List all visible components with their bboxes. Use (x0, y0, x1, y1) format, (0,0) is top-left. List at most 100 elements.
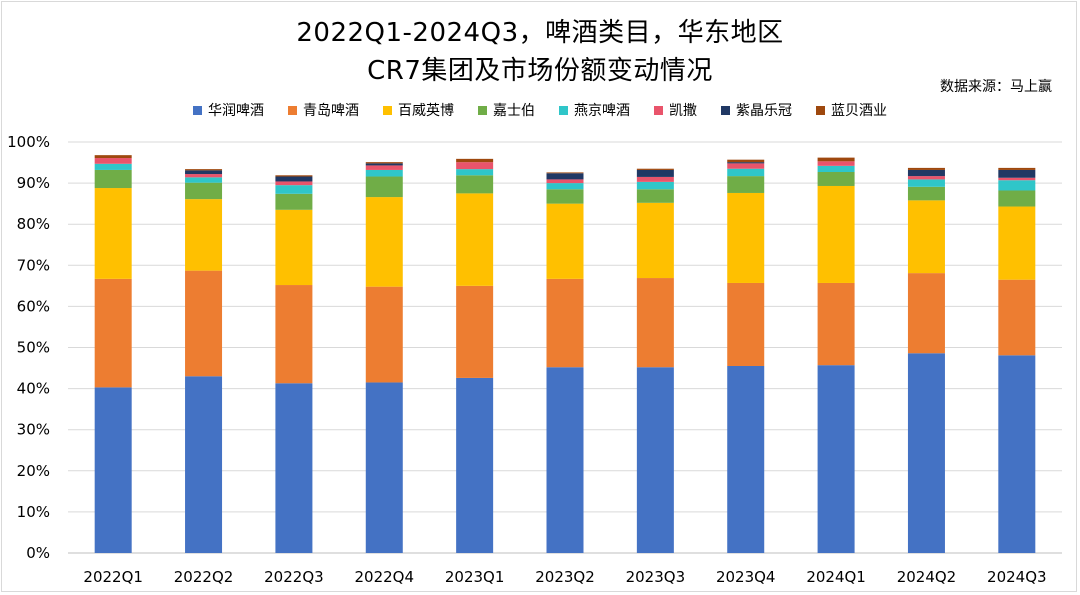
bar-segment (456, 169, 494, 176)
legend-label: 燕京啤酒 (574, 103, 630, 119)
chart-legend: 华润啤酒 青岛啤酒 百威英博 嘉士伯 燕京啤酒 凯撒 紫晶乐冠 蓝贝酒业 (0, 100, 1080, 120)
bar-segment (546, 203, 584, 279)
legend-item: 嘉士伯 (478, 100, 535, 120)
bar-segment (365, 382, 403, 553)
x-tick-label: 2022Q1 (83, 568, 143, 586)
bar-segment (907, 179, 945, 187)
bar-segment (94, 169, 132, 189)
bar-segment (365, 165, 403, 170)
legend-swatch (816, 105, 825, 115)
bar-segment (456, 193, 494, 286)
legend-label: 嘉士伯 (493, 103, 535, 119)
legend-swatch (193, 105, 202, 115)
bar-segment (275, 209, 313, 286)
bar-segment (727, 192, 765, 283)
bar-segment (275, 175, 313, 177)
bar-segment (998, 169, 1036, 178)
x-tick-label: 2022Q4 (355, 568, 415, 586)
bar-segment (185, 177, 223, 183)
bar-segment (365, 162, 403, 164)
bar-segment (817, 165, 855, 173)
bar-segment (275, 285, 313, 384)
legend-swatch (559, 105, 568, 115)
bar-segment (546, 173, 584, 180)
bar-segment (185, 182, 223, 200)
bar-segment (636, 169, 674, 177)
bar-segment (546, 179, 584, 184)
x-tick-label: 2022Q2 (174, 568, 234, 586)
y-tick-label: 90% (17, 174, 50, 192)
bar-segment (636, 176, 674, 182)
bar-segment (998, 180, 1036, 191)
bar-segment (817, 282, 855, 366)
bar-segment (185, 174, 223, 178)
bar-segment (817, 365, 855, 553)
bar-segment (727, 282, 765, 366)
x-tick-label: 2023Q4 (716, 568, 776, 586)
bar-segment (185, 376, 223, 553)
y-tick-label: 50% (17, 339, 50, 357)
bar-segment (185, 169, 223, 171)
legend-swatch (288, 105, 297, 115)
data-source-note: 数据来源：马上赢 (940, 79, 1052, 95)
bar-segment (636, 181, 674, 190)
legend-item: 华润啤酒 (193, 100, 264, 120)
bar-segment (998, 177, 1036, 181)
bar-segment (365, 169, 403, 177)
bar-segment (998, 190, 1036, 207)
bar-segment (636, 189, 674, 203)
legend-item: 燕京啤酒 (559, 100, 630, 120)
bar-segment (636, 202, 674, 279)
bar-segment (907, 169, 945, 177)
bar-segment (546, 183, 584, 190)
bar-segment (275, 176, 313, 182)
bar-segment (94, 163, 132, 170)
legend-label: 华润啤酒 (208, 103, 264, 119)
bar-segment (546, 367, 584, 553)
bar-segment (94, 387, 132, 553)
bar-segment (185, 270, 223, 377)
legend-label: 蓝贝酒业 (831, 103, 887, 119)
bar-segment (907, 200, 945, 274)
bar-segment (998, 355, 1036, 553)
bar-segment (546, 172, 584, 174)
y-tick-label: 0% (26, 544, 50, 562)
bar-segment (727, 159, 765, 163)
y-tick-label: 100% (7, 133, 50, 151)
legend-swatch (654, 105, 663, 115)
bar-segment (456, 162, 494, 170)
bar-segment (817, 157, 855, 162)
bar-segment (907, 273, 945, 354)
bar-segment (998, 167, 1036, 170)
legend-label: 紫晶乐冠 (736, 103, 792, 119)
bar-segment (365, 176, 403, 198)
legend-item: 蓝贝酒业 (816, 100, 887, 120)
bar-segment (456, 377, 494, 553)
bar-segment (907, 353, 945, 553)
y-tick-label: 30% (17, 421, 50, 439)
legend-item: 紫晶乐冠 (721, 100, 792, 120)
bar-segment (365, 286, 403, 383)
legend-item: 百威英博 (383, 100, 454, 120)
x-tick-label: 2023Q2 (535, 568, 595, 586)
bar-segment (185, 170, 223, 175)
bar-segment (185, 199, 223, 271)
legend-item: 凯撒 (654, 100, 697, 120)
bar-segment (727, 163, 765, 169)
y-tick-label: 70% (17, 256, 50, 274)
bar-segment (275, 383, 313, 553)
bar-segment (907, 186, 945, 201)
bar-segment (456, 158, 494, 163)
x-tick-label: 2023Q1 (445, 568, 505, 586)
x-tick-label: 2024Q2 (897, 568, 957, 586)
x-tick-label: 2023Q3 (626, 568, 686, 586)
x-tick-label: 2024Q3 (987, 568, 1047, 586)
y-tick-label: 10% (17, 503, 50, 521)
bar-segment (727, 168, 765, 177)
chart-subtitle: CR7集团及市场份额变动情况 (367, 56, 713, 86)
bar-segment (275, 193, 313, 210)
bar-segment (275, 185, 313, 194)
bar-segment (998, 279, 1036, 356)
